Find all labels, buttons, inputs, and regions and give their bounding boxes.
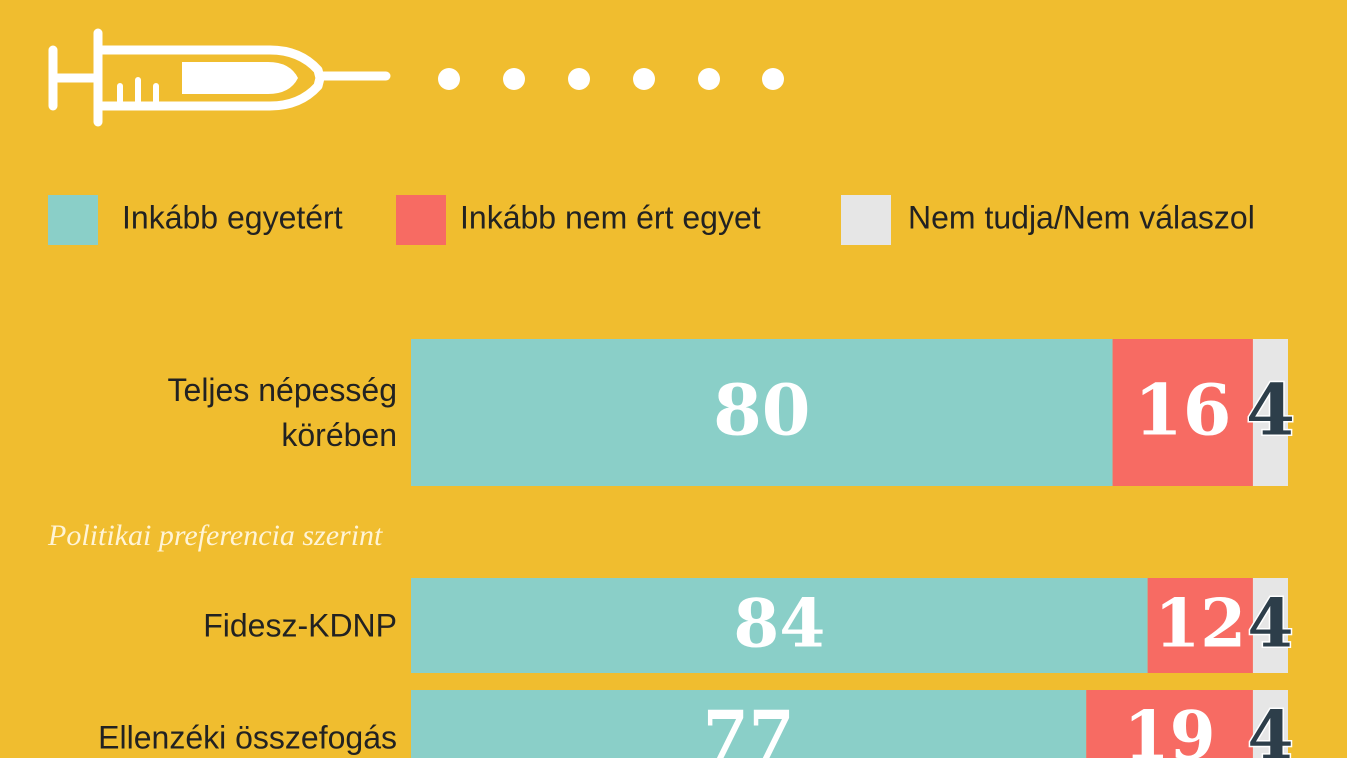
value-label: 84: [733, 585, 825, 663]
value-label: 19: [1124, 697, 1216, 758]
category-label: Teljes népesség körében: [168, 372, 397, 453]
syringe-icon: [48, 28, 391, 127]
category-label: Ellenzéki összefogás: [98, 720, 397, 756]
legend-label: Inkább nem ért egyet: [460, 199, 761, 235]
bar-segment: [1252, 578, 1288, 673]
bar-segment: [1252, 690, 1288, 758]
bar-segment: [1147, 578, 1253, 673]
bar-segment: [1086, 690, 1253, 758]
value-label: 4: [1246, 369, 1295, 452]
legend-swatch: [396, 195, 446, 245]
category-label: Fidesz-KDNP: [203, 608, 397, 644]
annotation: Politikai preferencia szerint: [47, 519, 383, 552]
value-label: 12: [1154, 585, 1246, 663]
dots: [438, 68, 784, 90]
value-label: 16: [1134, 369, 1231, 452]
legend-label: Nem tudja/Nem válaszol: [908, 199, 1255, 235]
bar-segment: [1112, 339, 1253, 486]
bar-segment: [1252, 339, 1288, 486]
value-label: 77: [703, 697, 795, 758]
bar-segment: [411, 339, 1113, 486]
value-label: 4: [1247, 697, 1293, 758]
bar-segment: [411, 578, 1148, 673]
legend-label: Inkább egyetért: [122, 199, 343, 235]
value-label: 80: [713, 369, 810, 452]
value-label: 4: [1247, 585, 1293, 663]
legend-swatch: [48, 195, 98, 245]
bar-segment: [411, 690, 1087, 758]
legend-swatch: [841, 195, 891, 245]
